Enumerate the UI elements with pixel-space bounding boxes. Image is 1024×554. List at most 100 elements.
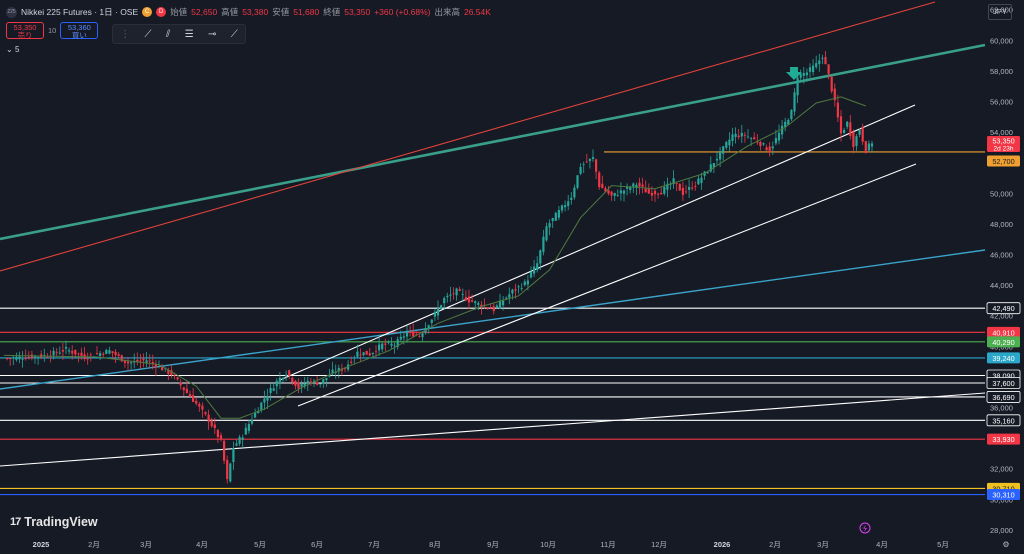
candle-body: [449, 294, 452, 296]
symbol-title[interactable]: Nikkei 225 Futures · 1日 · OSE: [21, 7, 139, 17]
long-support-line[interactable]: [0, 392, 986, 467]
candle-body: [849, 122, 852, 136]
channel-upper-line[interactable]: [279, 104, 916, 381]
candle-body: [254, 412, 257, 418]
candle-body: [824, 57, 827, 65]
sell-button[interactable]: 53,350 売り: [6, 22, 44, 40]
candle-body: [833, 88, 836, 101]
candle-body: [30, 354, 33, 359]
candle-body: [471, 300, 474, 302]
current-price-tag: [987, 136, 1020, 153]
tradingview-logo[interactable]: 17 TradingView: [10, 515, 98, 529]
y-tick-label: 54,000: [990, 128, 1013, 137]
channel-lower-line[interactable]: [297, 163, 917, 407]
candle-body: [387, 342, 390, 343]
candle-body: [244, 427, 247, 435]
candle-body: [864, 141, 867, 154]
candle-body: [381, 343, 384, 350]
candle-body: [272, 388, 275, 391]
volume-indicator[interactable]: ⌄ 5: [6, 45, 19, 54]
x-tick-label: 4月: [876, 540, 888, 549]
channel-icon[interactable]: ⫽: [165, 28, 171, 40]
candle-body: [238, 436, 241, 444]
candle-body: [694, 186, 697, 187]
quantity-value[interactable]: 10: [48, 26, 57, 35]
candle-body: [136, 359, 139, 362]
trendline-icon[interactable]: ⟋: [144, 28, 152, 40]
currency-button[interactable]: JPY: [988, 4, 1012, 20]
extended-line-icon[interactable]: ⟋: [230, 28, 238, 40]
chevron-down-icon[interactable]: ⌄: [6, 45, 13, 54]
candle-body: [319, 383, 322, 385]
candle-body: [855, 136, 858, 146]
moving-average-line[interactable]: [3, 96, 866, 419]
symbol-header: 225 Nikkei 225 Futures · 1日 · OSE C D 始値…: [6, 5, 491, 19]
level-price-tag: [986, 414, 1021, 427]
candle-body: [709, 164, 712, 172]
candles[interactable]: [6, 51, 874, 484]
candle-body: [12, 357, 15, 359]
ray-icon[interactable]: ⊸: [208, 28, 217, 40]
candle-body: [508, 294, 511, 298]
lightning-glyph: [863, 524, 867, 532]
candle-body: [139, 360, 142, 362]
drag-handle-icon[interactable]: ⋮: [120, 28, 131, 40]
candle-body: [867, 143, 870, 151]
candle-body: [278, 377, 281, 384]
candle-body: [852, 132, 855, 147]
x-tick-label: 7月: [368, 540, 380, 549]
candle-body: [688, 186, 691, 190]
horizontal-levels[interactable]: [0, 307, 985, 496]
brand-name: TradingView: [24, 515, 98, 529]
badge-c-icon: C: [142, 7, 153, 17]
resistance-price-tag: [987, 155, 1020, 167]
candle-body: [502, 300, 505, 306]
candle-body: [542, 236, 545, 252]
candle-body: [771, 146, 774, 149]
buy-button[interactable]: 53,360 買い: [60, 22, 99, 40]
candle-body: [309, 381, 312, 385]
candle-body: [712, 163, 715, 168]
level-price-tag: [987, 326, 1020, 338]
x-axis[interactable]: 2025 2月 3月 4月 5月 6月 7月 8月 9月 10月 11月 12月 2026 2月 3月 4月 5…: [33, 540, 949, 549]
candle-body: [247, 423, 250, 431]
candle-body: [99, 353, 102, 356]
candle-body: [719, 150, 722, 160]
candle-body: [551, 217, 554, 222]
open-label: 始値: [170, 7, 188, 17]
down-arrow-marker-icon[interactable]: [786, 67, 802, 80]
x-tick-label: 5月: [254, 540, 266, 549]
candle-body: [477, 302, 480, 305]
candle-body: [570, 197, 573, 200]
candle-body: [815, 63, 818, 68]
candle-body: [818, 60, 821, 65]
candle-body: [123, 359, 126, 363]
y-tick-label: 46,000: [990, 250, 1013, 259]
candle-body: [74, 349, 77, 355]
red-trendline[interactable]: [0, 1, 936, 272]
candle-body: [753, 137, 756, 140]
settings-gear-icon[interactable]: ⚙: [1002, 540, 1009, 549]
candle-body: [396, 339, 399, 348]
candle-body: [151, 362, 154, 364]
candle-body: [545, 226, 548, 241]
fib-icon[interactable]: ☰: [184, 28, 194, 40]
y-tick-label: 44,000: [990, 281, 1013, 290]
candle-body: [808, 67, 812, 72]
event-lightning-icon[interactable]: [859, 522, 871, 534]
candle-body: [514, 289, 517, 291]
candle-body: [812, 65, 815, 73]
candle-body: [467, 296, 471, 303]
candle-body: [353, 357, 356, 359]
level-price-tag: [987, 433, 1020, 445]
trade-panel: 53,350 売り 10 53,360 買い: [6, 22, 99, 40]
candle-body: [316, 382, 319, 385]
candle-body: [461, 294, 464, 296]
candle-body: [33, 356, 37, 358]
candle-body: [526, 280, 529, 285]
teal-trendline[interactable]: [0, 43, 986, 241]
blue-trendline[interactable]: [0, 249, 986, 390]
y-tick-label: 42,000: [990, 312, 1013, 321]
